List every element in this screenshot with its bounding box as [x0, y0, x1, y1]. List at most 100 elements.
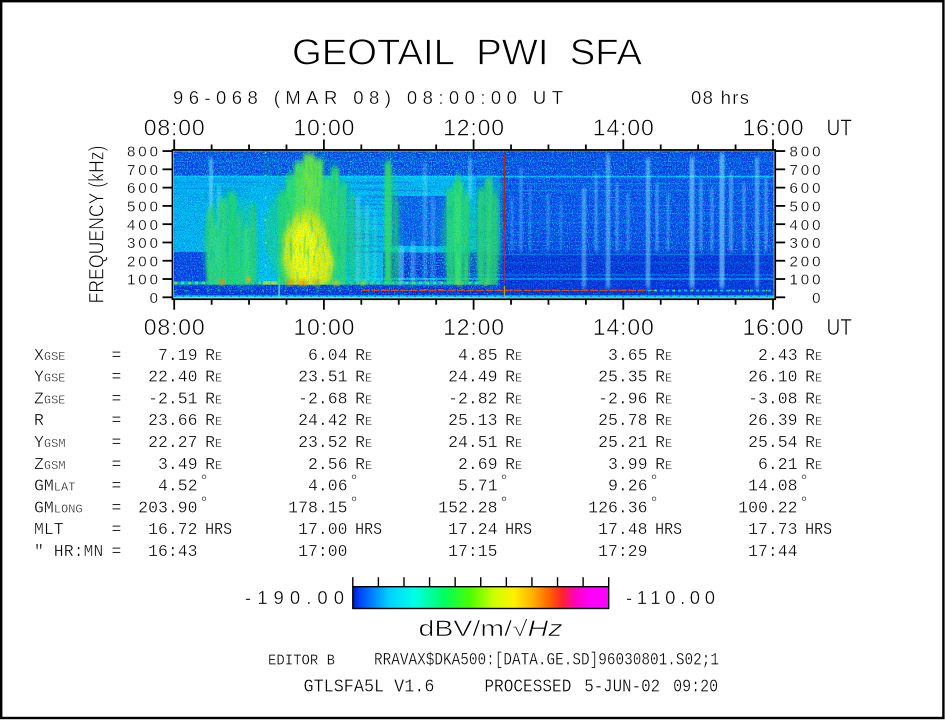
svg-text:-2.82: -2.82 — [448, 389, 498, 408]
svg-text:GEOTAIL PWI SFA: GEOTAIL PWI SFA — [292, 32, 643, 73]
svg-text:RE: RE — [355, 455, 372, 474]
svg-text:HRS: HRS — [205, 520, 232, 539]
svg-text:RE: RE — [805, 411, 822, 430]
svg-text:°: ° — [199, 472, 209, 491]
svg-text:7.19: 7.19 — [158, 346, 198, 365]
svg-text:17.00: 17.00 — [298, 520, 348, 539]
svg-text:22.27: 22.27 — [148, 433, 198, 452]
svg-text:23.52: 23.52 — [298, 433, 348, 452]
svg-text:14:00: 14:00 — [593, 314, 654, 340]
svg-text:17:15: 17:15 — [448, 542, 498, 561]
svg-text:08:00: 08:00 — [144, 314, 205, 340]
svg-text:16.72: 16.72 — [148, 520, 198, 539]
svg-text:GMLONG: GMLONG — [34, 498, 83, 517]
svg-text:-2.68: -2.68 — [298, 389, 348, 408]
svg-text:25.21: 25.21 — [598, 433, 648, 452]
svg-text:=: = — [112, 411, 122, 430]
svg-text:RE: RE — [805, 346, 822, 365]
svg-text:3.49: 3.49 — [158, 455, 198, 474]
svg-text:RE: RE — [505, 455, 522, 474]
svg-text:ZGSE: ZGSE — [34, 389, 66, 408]
svg-text:RE: RE — [355, 411, 372, 430]
svg-text:°: ° — [499, 472, 509, 491]
svg-text:200: 200 — [790, 253, 821, 270]
svg-text:°: ° — [649, 493, 659, 512]
svg-text:25.78: 25.78 — [598, 411, 648, 430]
svg-text:RE: RE — [205, 455, 222, 474]
svg-text:9.26: 9.26 — [608, 477, 648, 496]
svg-text:°: ° — [349, 472, 359, 491]
svg-text:RE: RE — [205, 368, 222, 387]
svg-text:23.51: 23.51 — [298, 368, 348, 387]
svg-text:17:00: 17:00 — [298, 542, 348, 561]
svg-text:XGSE: XGSE — [34, 346, 66, 365]
svg-text:RE: RE — [355, 346, 372, 365]
svg-text:23.66: 23.66 — [148, 411, 198, 430]
svg-text:°: ° — [499, 493, 509, 512]
svg-text:6.21: 6.21 — [758, 455, 798, 474]
svg-text:800: 800 — [790, 144, 821, 161]
svg-text:=: = — [112, 346, 122, 365]
svg-text:R: R — [34, 411, 44, 430]
svg-text:4.85: 4.85 — [458, 346, 498, 365]
svg-text:°: ° — [649, 472, 659, 491]
svg-text:RE: RE — [655, 411, 672, 430]
svg-text:=: = — [112, 520, 122, 539]
svg-text:RE: RE — [805, 389, 822, 408]
svg-text:HRS: HRS — [655, 520, 682, 539]
svg-text:°: ° — [199, 493, 209, 512]
svg-text:" HR:MN: " HR:MN — [34, 542, 103, 561]
svg-text:UT: UT — [827, 314, 853, 340]
svg-text:RE: RE — [505, 346, 522, 365]
svg-text:152.28: 152.28 — [438, 498, 497, 517]
svg-text:300: 300 — [790, 235, 821, 252]
svg-text:4.52: 4.52 — [158, 477, 198, 496]
svg-text:700: 700 — [790, 162, 821, 179]
svg-text:600: 600 — [790, 180, 821, 197]
svg-text:300: 300 — [127, 235, 158, 252]
svg-text:16:00: 16:00 — [743, 314, 804, 340]
svg-text:0: 0 — [812, 290, 820, 307]
svg-text:UT: UT — [827, 115, 853, 141]
svg-text:RE: RE — [355, 389, 372, 408]
svg-text:dBV/m/√Hz: dBV/m/√ Hz — [419, 616, 563, 641]
svg-text:°: ° — [349, 493, 359, 512]
svg-text:GMLAT: GMLAT — [34, 477, 75, 496]
svg-text:22.40: 22.40 — [148, 368, 198, 387]
svg-text:08 hrs: 08 hrs — [691, 87, 749, 108]
svg-text:24.49: 24.49 — [448, 368, 498, 387]
svg-text:500: 500 — [790, 199, 821, 216]
svg-text:HRS: HRS — [805, 520, 832, 539]
svg-text:700: 700 — [127, 162, 158, 179]
svg-text:-2.51: -2.51 — [148, 389, 198, 408]
svg-text:200: 200 — [127, 253, 158, 270]
svg-text:RE: RE — [655, 346, 672, 365]
svg-text:GTLSFA5L V1.6: GTLSFA5L V1.6 — [304, 678, 435, 698]
svg-text:HRS: HRS — [505, 520, 532, 539]
svg-text:3.99: 3.99 — [608, 455, 648, 474]
svg-text:YGSM: YGSM — [34, 433, 66, 452]
svg-text:RE: RE — [355, 368, 372, 387]
svg-text:EDITOR B: EDITOR B — [268, 654, 335, 670]
svg-text:16:00: 16:00 — [743, 115, 804, 141]
svg-text:ZGSM: ZGSM — [34, 455, 66, 474]
svg-text:°: ° — [799, 493, 809, 512]
svg-text:=: = — [112, 542, 122, 561]
svg-text:100: 100 — [790, 272, 821, 289]
svg-text:2.43: 2.43 — [758, 346, 798, 365]
svg-text:RE: RE — [205, 433, 222, 452]
svg-text:14.08: 14.08 — [748, 477, 798, 496]
svg-text:RE: RE — [655, 433, 672, 452]
svg-text:16:43: 16:43 — [148, 542, 198, 561]
svg-text:100: 100 — [127, 272, 158, 289]
svg-text:RE: RE — [655, 455, 672, 474]
svg-text:126.36: 126.36 — [588, 498, 647, 517]
svg-text:=: = — [112, 368, 122, 387]
svg-text:RE: RE — [505, 368, 522, 387]
svg-text:24.42: 24.42 — [298, 411, 348, 430]
svg-text:10:00: 10:00 — [293, 314, 354, 340]
svg-text:600: 600 — [127, 180, 158, 197]
svg-text:HRS: HRS — [355, 520, 382, 539]
svg-text:RE: RE — [205, 411, 222, 430]
svg-text:17:44: 17:44 — [748, 542, 798, 561]
